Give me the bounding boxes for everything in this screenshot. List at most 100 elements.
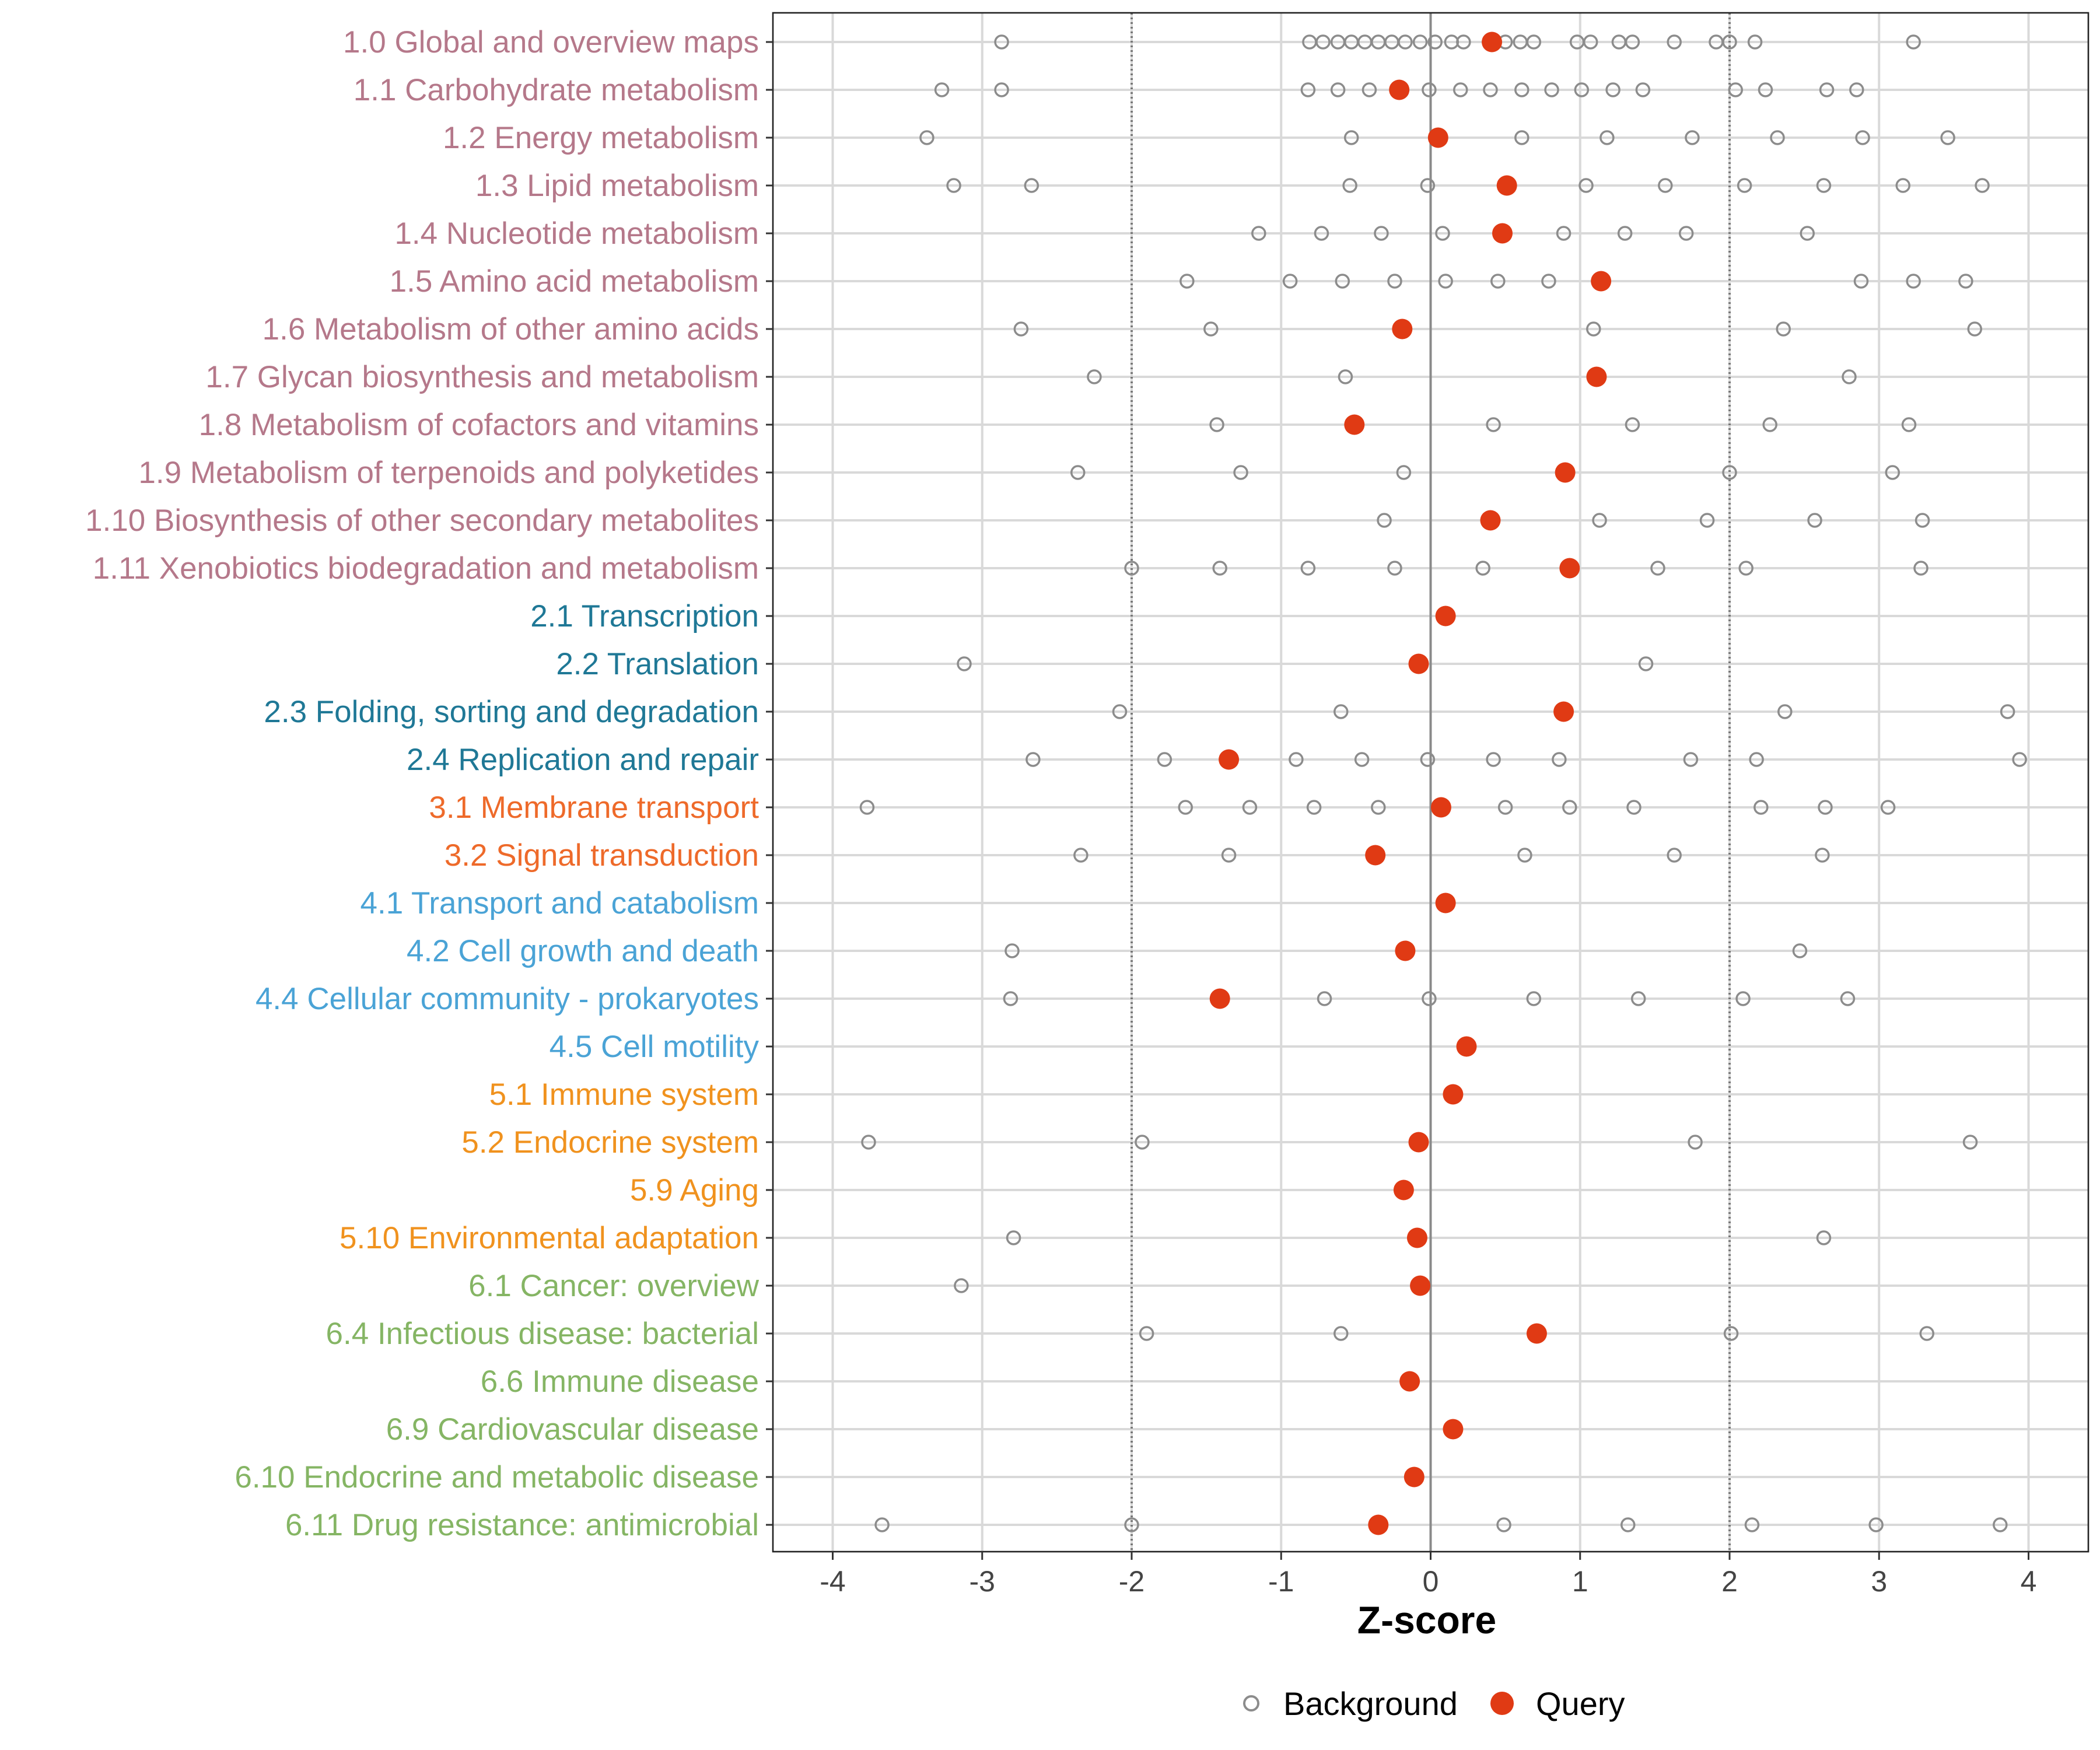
y-category-label: 5.9 Aging [630,1173,759,1208]
background-point [1314,226,1329,241]
query-point [1393,1180,1414,1200]
background-point [1940,130,1955,145]
background-point [1849,82,1864,97]
background-point [1901,417,1917,432]
background-point [1792,943,1808,958]
query-point [1492,223,1513,244]
background-point [1526,34,1542,50]
background-point [1842,369,1857,384]
legend-background-label: Background [1283,1685,1458,1722]
query-point [1389,79,1410,100]
background-point [861,1135,876,1150]
background-point [1422,991,1437,1006]
y-category-label: 5.2 Endocrine system [461,1125,759,1160]
background-point [1354,752,1370,767]
background-point [1387,561,1402,576]
query-point [1365,845,1386,866]
background-point [1335,274,1350,289]
background-point [1749,752,1764,767]
y-category-label: 1.6 Metabolism of other amino acids [262,312,759,346]
background-point [1338,369,1353,384]
y-category-label: 1.5 Amino acid metabolism [390,264,759,299]
background-point [1087,369,1102,384]
background-point [1840,991,1856,1006]
background-point [1625,34,1640,50]
y-category-label: 6.9 Cardiovascular disease [386,1412,759,1447]
background-point [1818,800,1833,815]
background-point [1070,465,1086,480]
x-axis-title: Z-score [1357,1598,1496,1642]
background-point [1517,848,1532,863]
background-point [1334,704,1349,719]
background-point [1483,82,1498,97]
x-tick-label: 4 [2021,1565,2037,1598]
background-point [1003,991,1019,1006]
background-point [1486,752,1501,767]
background-point [1427,34,1443,50]
background-point [1723,1326,1739,1341]
background-point [1514,82,1530,97]
query-point [1555,462,1576,483]
background-point [1178,800,1193,815]
background-point [1800,226,1815,241]
background-point [1139,1326,1154,1341]
y-axis-category-labels: 1.0 Global and overview maps 1.1 Carbohyd… [85,25,773,1542]
background-point [1777,704,1793,719]
y-category-label: 2.3 Folding, sorting and degradation [264,695,759,729]
background-point [1209,417,1224,432]
background-point [919,130,935,145]
query-point [1480,510,1501,531]
background-point [1993,1517,2008,1532]
background-point [1026,752,1041,767]
x-tick-label: -2 [1119,1565,1144,1598]
query-point [1209,988,1230,1009]
background-point [1738,561,1754,576]
background-point [1919,1326,1934,1341]
background-point [957,656,972,671]
background-point [1300,82,1316,97]
background-point [874,1517,890,1532]
background-point [1776,321,1791,337]
background-point [1635,82,1651,97]
background-point [1592,513,1607,528]
y-category-label: 1.8 Metabolism of cofactors and vitamins [199,408,759,442]
background-point [934,82,950,97]
y-category-label: 3.1 Membrane transport [429,790,759,825]
y-category-label: 6.4 Infectious disease: bacterial [326,1317,759,1351]
query-point [1368,1514,1389,1535]
query-point [1406,1227,1427,1248]
background-point [1975,178,1990,193]
legend-query-marker [1490,1692,1514,1715]
query-point [1404,1466,1424,1488]
x-tick-label: -3 [970,1565,995,1598]
background-point [1754,800,1769,815]
y-category-label: 1.4 Nucleotide metabolism [394,216,759,251]
background-point [1574,82,1590,97]
query-point [1526,1323,1547,1344]
y-category-label: 4.2 Cell growth and death [407,934,759,968]
background-point [946,178,961,193]
background-point [1180,274,1195,289]
background-point [1617,226,1633,241]
query-point [1408,653,1429,674]
background-point [1251,226,1266,241]
y-category-label: 3.2 Signal transduction [444,838,759,873]
background-point [1013,321,1029,337]
query-point [1482,32,1503,52]
y-category-label: 2.1 Transcription [530,599,759,634]
y-category-label: 6.11 Drug resistance: antimicrobial [285,1508,759,1542]
background-point [1343,130,1359,145]
background-point [1438,274,1453,289]
query-point [1395,940,1416,961]
background-point [1678,226,1694,241]
y-category-label: 1.9 Metabolism of terpenoids and polyket… [138,456,759,490]
background-point [1374,226,1389,241]
background-point [1688,1135,1703,1150]
background-point [994,34,1009,50]
query-point [1456,1036,1477,1057]
query-point [1430,797,1451,818]
background-point [1735,991,1751,1006]
background-point [1157,752,1172,767]
background-point [1667,848,1682,863]
y-category-label: 1.2 Energy metabolism [443,121,759,155]
